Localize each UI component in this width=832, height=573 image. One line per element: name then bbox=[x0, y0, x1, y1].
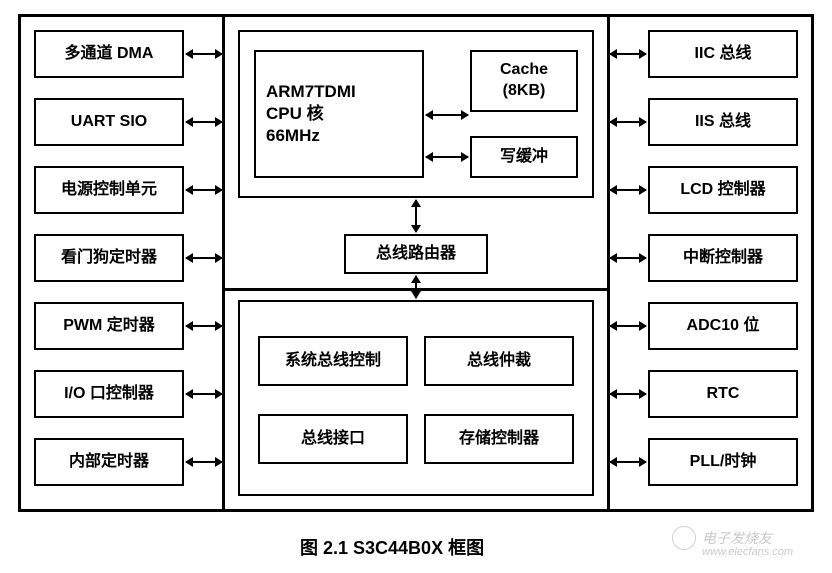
label: 多通道 DMA bbox=[65, 44, 154, 65]
cpu-line-1: CPU 核 bbox=[266, 103, 324, 125]
label: IIS 总线 bbox=[695, 112, 751, 133]
watermark-logo bbox=[672, 526, 696, 550]
arrow-right-bus-1 bbox=[610, 121, 646, 123]
right-box-int: 中断控制器 bbox=[648, 234, 798, 282]
label: 总线仲裁 bbox=[467, 351, 531, 372]
right-box-pll: PLL/时钟 bbox=[648, 438, 798, 486]
label: IIC 总线 bbox=[695, 44, 752, 65]
label: RTC bbox=[707, 384, 740, 405]
left-box-wdt: 看门狗定时器 bbox=[34, 234, 184, 282]
right-box-iic: IIC 总线 bbox=[648, 30, 798, 78]
arrow-left-bus-4 bbox=[186, 325, 222, 327]
label: ADC10 位 bbox=[687, 316, 760, 337]
label: PWM 定时器 bbox=[63, 316, 155, 337]
label: 存储控制器 bbox=[459, 429, 539, 450]
arrow-right-bus-3 bbox=[610, 257, 646, 259]
left-box-uart: UART SIO bbox=[34, 98, 184, 146]
arrow-left-bus-1 bbox=[186, 121, 222, 123]
arbiter-box: 总线仲裁 bbox=[424, 336, 574, 386]
left-box-timer: 内部定时器 bbox=[34, 438, 184, 486]
arrow-left-bus-6 bbox=[186, 461, 222, 463]
cpu-box: ARM7TDMI CPU 核 66MHz bbox=[254, 50, 424, 178]
left-box-power: 电源控制单元 bbox=[34, 166, 184, 214]
arrow-right-bus-2 bbox=[610, 189, 646, 191]
label: 电源控制单元 bbox=[61, 180, 157, 201]
right-box-iis: IIS 总线 bbox=[648, 98, 798, 146]
label: 总线接口 bbox=[301, 429, 365, 450]
arrow-core-router bbox=[415, 200, 417, 232]
cache-line-1: (8KB) bbox=[503, 81, 546, 102]
watermark-url: www.elecfans.com bbox=[702, 546, 793, 558]
figure-caption: 图 2.1 S3C44B0X 框图 bbox=[300, 534, 484, 560]
arrow-right-bus-6 bbox=[610, 461, 646, 463]
arrow-right-bus-0 bbox=[610, 53, 646, 55]
left-box-pwm: PWM 定时器 bbox=[34, 302, 184, 350]
label: PLL/时钟 bbox=[690, 452, 757, 473]
right-box-rtc: RTC bbox=[648, 370, 798, 418]
bus-right-line bbox=[607, 14, 610, 512]
left-box-io: I/O 口控制器 bbox=[34, 370, 184, 418]
writebuf-label: 写缓冲 bbox=[500, 147, 548, 168]
arrow-cpu-cache bbox=[426, 114, 468, 116]
label: 中断控制器 bbox=[683, 248, 763, 269]
label: 看门狗定时器 bbox=[61, 248, 157, 269]
sys-ctrl-box: 系统总线控制 bbox=[258, 336, 408, 386]
left-box-dma: 多通道 DMA bbox=[34, 30, 184, 78]
arrow-left-bus-2 bbox=[186, 189, 222, 191]
arrow-left-bus-0 bbox=[186, 53, 222, 55]
bus-left-line bbox=[222, 14, 225, 512]
label: UART SIO bbox=[71, 112, 147, 133]
cpu-line-2: 66MHz bbox=[266, 125, 320, 147]
arrow-router-bus bbox=[415, 276, 417, 298]
cache-box: Cache (8KB) bbox=[470, 50, 578, 112]
label: 内部定时器 bbox=[69, 452, 149, 473]
cache-line-0: Cache bbox=[500, 60, 548, 81]
label: 系统总线控制 bbox=[285, 351, 381, 372]
iface-box: 总线接口 bbox=[258, 414, 408, 464]
arrow-right-bus-4 bbox=[610, 325, 646, 327]
right-box-adc: ADC10 位 bbox=[648, 302, 798, 350]
bus-router-label: 总线路由器 bbox=[376, 244, 456, 265]
right-box-lcd: LCD 控制器 bbox=[648, 166, 798, 214]
watermark-text: 电子发烧友 bbox=[702, 528, 772, 548]
bus-frame bbox=[238, 300, 594, 496]
label: I/O 口控制器 bbox=[64, 384, 154, 405]
label: LCD 控制器 bbox=[680, 180, 765, 201]
arrow-right-bus-5 bbox=[610, 393, 646, 395]
writebuf-box: 写缓冲 bbox=[470, 136, 578, 178]
cpu-line-0: ARM7TDMI bbox=[266, 81, 356, 103]
arrow-left-bus-3 bbox=[186, 257, 222, 259]
bus-router-box: 总线路由器 bbox=[344, 234, 488, 274]
memctrl-box: 存储控制器 bbox=[424, 414, 574, 464]
arrow-cpu-writebuf bbox=[426, 156, 468, 158]
arrow-left-bus-5 bbox=[186, 393, 222, 395]
